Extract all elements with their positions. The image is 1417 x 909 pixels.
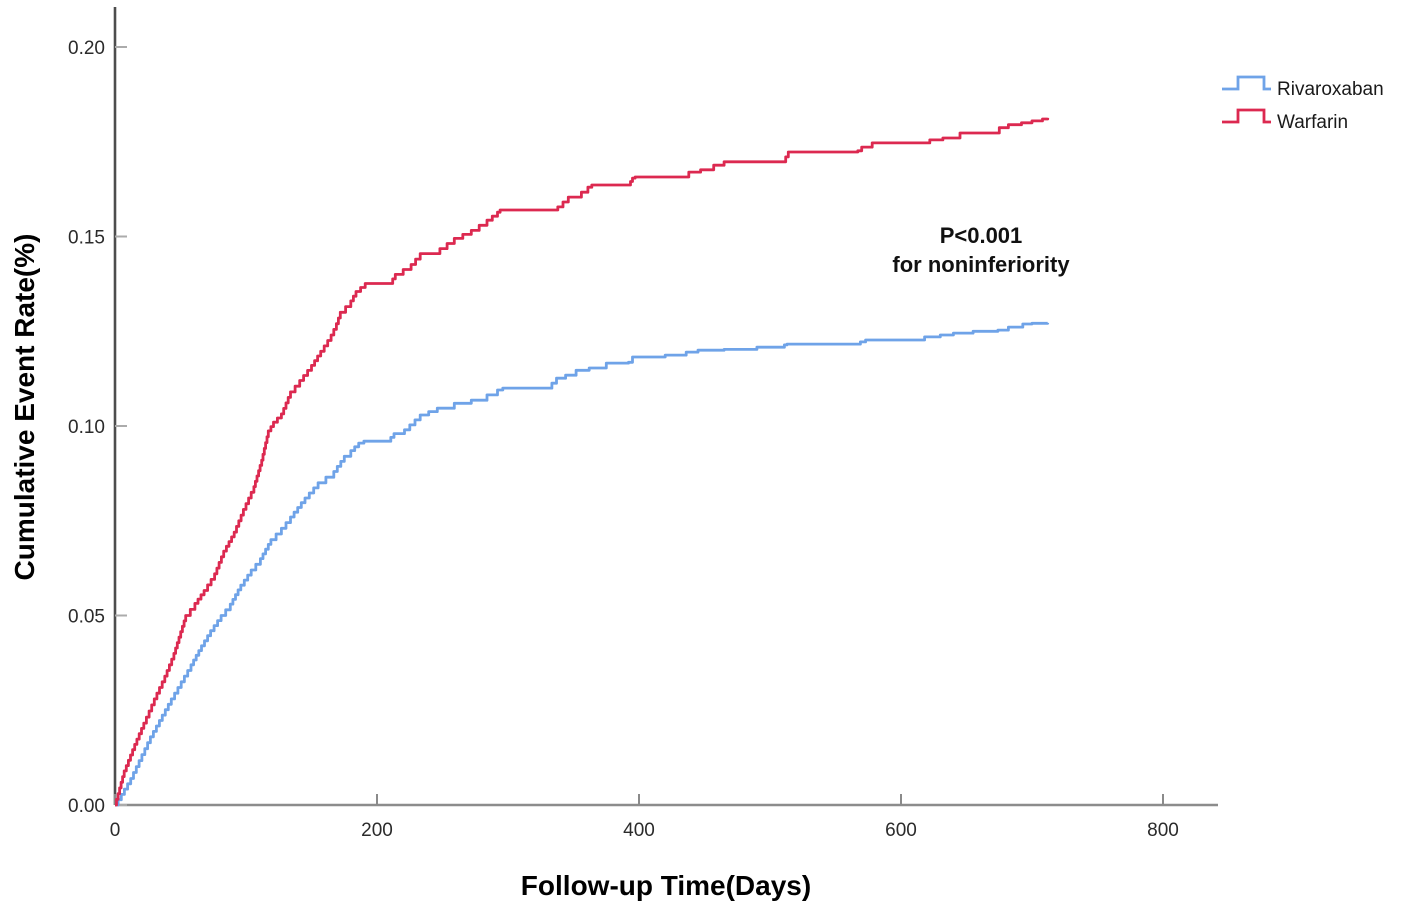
- y-tick-label: 0.05: [68, 607, 105, 628]
- warfarin-step-line-icon: [1222, 108, 1271, 124]
- rivaroxaban-step-line-icon: [1222, 75, 1271, 91]
- x-tick-label: 400: [623, 820, 655, 841]
- series-curve-rivaroxaban: [115, 321, 1050, 807]
- y-tick-label: 0.20: [68, 38, 105, 59]
- legend: Rivaroxaban Warfarin: [1222, 75, 1384, 133]
- x-tick-label: 0: [110, 820, 121, 841]
- series-curves: [115, 117, 1050, 807]
- x-axis-title: Follow-up Time(Days): [521, 870, 811, 901]
- legend-label-warfarin: Warfarin: [1277, 112, 1348, 133]
- y-tick-label: 0.15: [68, 228, 105, 249]
- series-curve-warfarin: [115, 117, 1050, 807]
- x-axis-ticks: 0 200 400 600 800: [110, 794, 1179, 841]
- legend-item-warfarin: Warfarin: [1222, 108, 1348, 133]
- x-tick-label: 800: [1147, 820, 1179, 841]
- y-tick-label: 0.10: [68, 417, 105, 438]
- y-axis-ticks: 0.00 0.05 0.10 0.15 0.20: [68, 38, 127, 817]
- y-tick-label: 0.00: [68, 796, 105, 817]
- x-tick-label: 200: [361, 820, 393, 841]
- legend-label-rivaroxaban: Rivaroxaban: [1277, 79, 1384, 100]
- legend-item-rivaroxaban: Rivaroxaban: [1222, 75, 1384, 100]
- y-axis-title: Cumulative Event Rate(%): [9, 234, 40, 581]
- annotation-line1: P<0.001: [940, 223, 1023, 248]
- annotation-line2: for noninferiority: [892, 252, 1070, 277]
- x-tick-label: 600: [885, 820, 917, 841]
- p-value-annotation: P<0.001 for noninferiority: [892, 223, 1070, 277]
